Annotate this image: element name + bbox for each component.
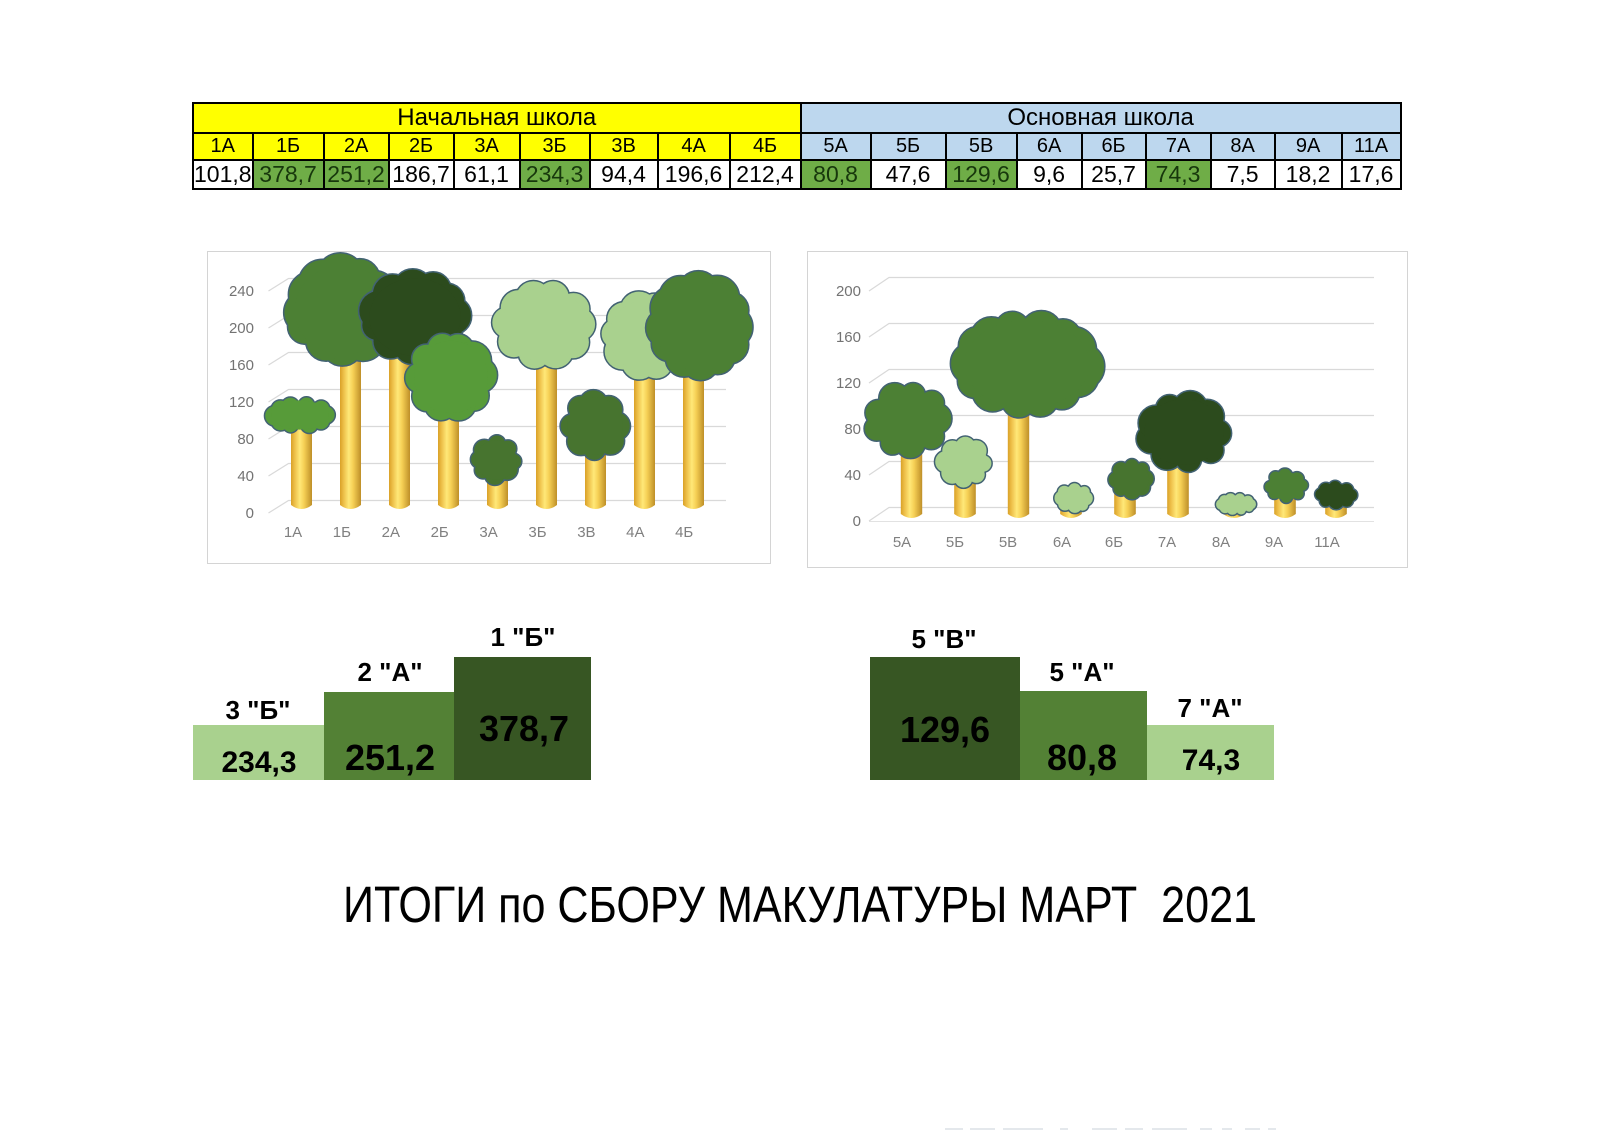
svg-text:160: 160 [229, 357, 254, 374]
svg-text:200: 200 [836, 283, 861, 300]
svg-text:11А: 11А [1314, 534, 1340, 551]
svg-text:0: 0 [853, 513, 861, 530]
svg-text:3В: 3В [577, 524, 595, 541]
svg-text:1А: 1А [284, 524, 302, 541]
svg-text:1Б: 1Б [333, 524, 351, 541]
svg-text:240: 240 [229, 283, 254, 300]
svg-text:80: 80 [237, 431, 254, 448]
svg-text:5А: 5А [893, 534, 911, 551]
svg-text:6Б: 6Б [1105, 534, 1123, 551]
svg-text:4Б: 4Б [675, 524, 693, 541]
svg-text:3Б: 3Б [528, 524, 546, 541]
svg-text:5Б: 5Б [946, 534, 964, 551]
svg-text:160: 160 [836, 329, 861, 346]
svg-text:2Б: 2Б [431, 524, 449, 541]
svg-text:9А: 9А [1265, 534, 1283, 551]
svg-text:200: 200 [229, 320, 254, 337]
svg-text:8А: 8А [1212, 534, 1230, 551]
svg-text:4А: 4А [626, 524, 644, 541]
svg-text:7А: 7А [1158, 534, 1176, 551]
svg-text:80: 80 [844, 421, 861, 438]
svg-text:2А: 2А [382, 524, 400, 541]
svg-text:40: 40 [237, 468, 254, 485]
svg-text:5В: 5В [999, 534, 1017, 551]
svg-text:40: 40 [844, 467, 861, 484]
svg-text:3А: 3А [479, 524, 497, 541]
svg-text:6А: 6А [1053, 534, 1071, 551]
svg-text:0: 0 [246, 505, 254, 522]
svg-text:120: 120 [229, 394, 254, 411]
svg-text:120: 120 [836, 375, 861, 392]
